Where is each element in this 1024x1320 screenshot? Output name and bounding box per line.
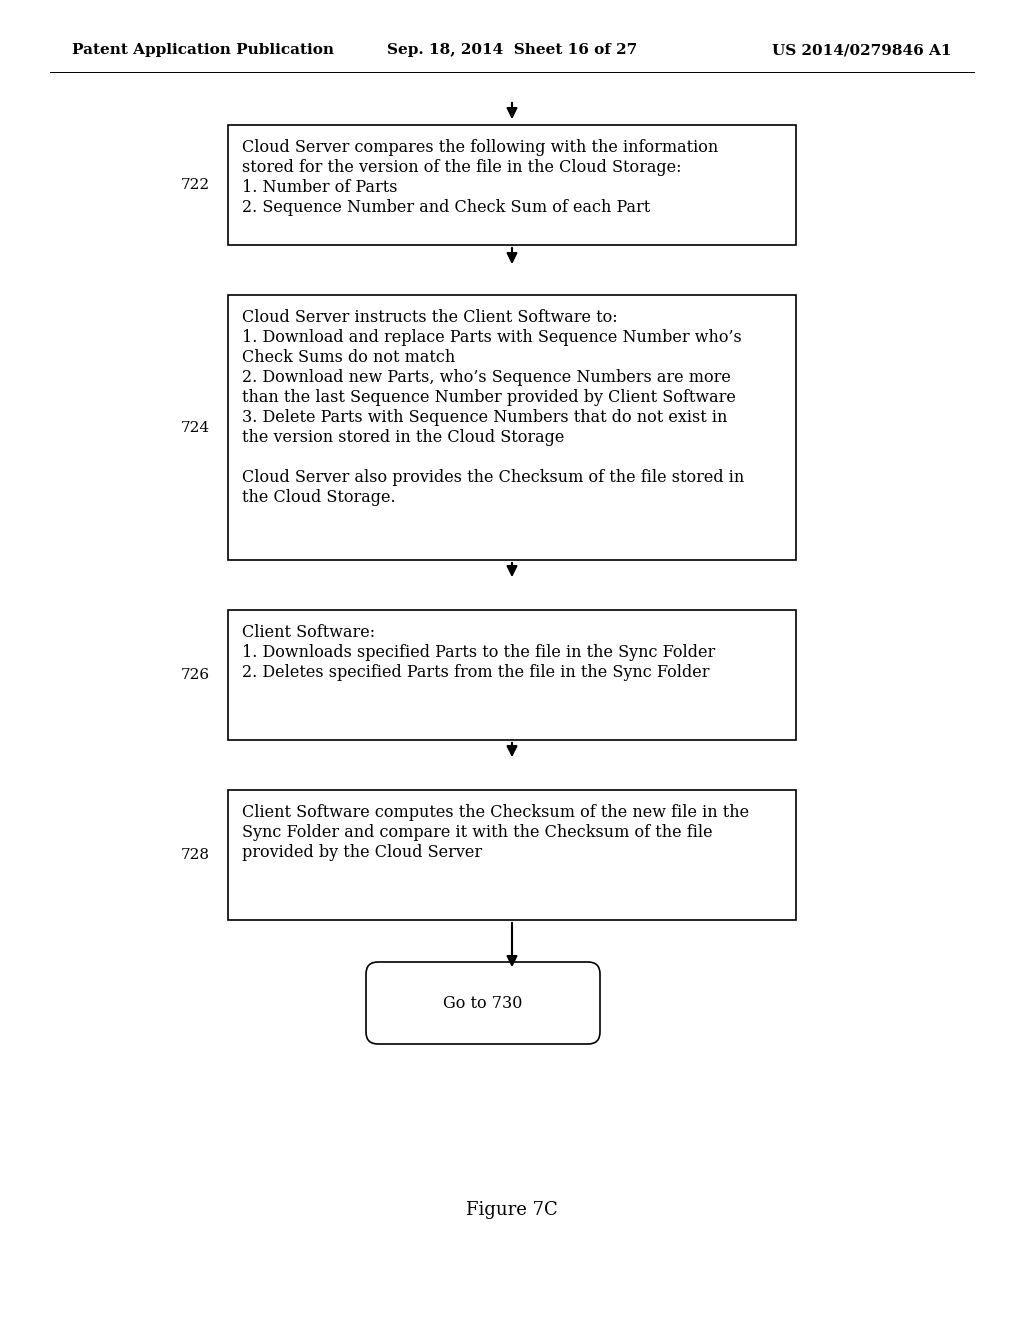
Text: Sep. 18, 2014  Sheet 16 of 27: Sep. 18, 2014 Sheet 16 of 27 (387, 44, 637, 57)
Text: the Cloud Storage.: the Cloud Storage. (242, 488, 395, 506)
Text: 1. Number of Parts: 1. Number of Parts (242, 180, 397, 195)
Text: provided by the Cloud Server: provided by the Cloud Server (242, 843, 482, 861)
Text: than the last Sequence Number provided by Client Software: than the last Sequence Number provided b… (242, 389, 736, 407)
FancyBboxPatch shape (366, 962, 600, 1044)
Text: 728: 728 (181, 847, 210, 862)
FancyBboxPatch shape (228, 789, 796, 920)
Text: Patent Application Publication: Patent Application Publication (72, 44, 334, 57)
Text: Check Sums do not match: Check Sums do not match (242, 348, 456, 366)
Text: 2. Sequence Number and Check Sum of each Part: 2. Sequence Number and Check Sum of each… (242, 199, 650, 216)
Text: 1. Downloads specified Parts to the file in the Sync Folder: 1. Downloads specified Parts to the file… (242, 644, 715, 661)
Text: Go to 730: Go to 730 (443, 994, 522, 1011)
FancyBboxPatch shape (228, 610, 796, 741)
Text: 726: 726 (181, 668, 210, 682)
Text: Cloud Server compares the following with the information: Cloud Server compares the following with… (242, 139, 718, 156)
Text: Cloud Server instructs the Client Software to:: Cloud Server instructs the Client Softwa… (242, 309, 617, 326)
Text: the version stored in the Cloud Storage: the version stored in the Cloud Storage (242, 429, 564, 446)
Text: 724: 724 (181, 421, 210, 434)
Text: Cloud Server also provides the Checksum of the file stored in: Cloud Server also provides the Checksum … (242, 469, 744, 486)
Text: Client Software:: Client Software: (242, 624, 375, 642)
Text: US 2014/0279846 A1: US 2014/0279846 A1 (772, 44, 952, 57)
FancyBboxPatch shape (228, 125, 796, 246)
Text: Figure 7C: Figure 7C (466, 1201, 558, 1218)
Text: 722: 722 (181, 178, 210, 191)
Text: 2. Download new Parts, who’s Sequence Numbers are more: 2. Download new Parts, who’s Sequence Nu… (242, 370, 731, 385)
Text: 3. Delete Parts with Sequence Numbers that do not exist in: 3. Delete Parts with Sequence Numbers th… (242, 409, 727, 426)
Text: 2. Deletes specified Parts from the file in the Sync Folder: 2. Deletes specified Parts from the file… (242, 664, 710, 681)
Text: Sync Folder and compare it with the Checksum of the file: Sync Folder and compare it with the Chec… (242, 824, 713, 841)
Text: Client Software computes the Checksum of the new file in the: Client Software computes the Checksum of… (242, 804, 750, 821)
Text: 1. Download and replace Parts with Sequence Number who’s: 1. Download and replace Parts with Seque… (242, 329, 741, 346)
Text: stored for the version of the file in the Cloud Storage:: stored for the version of the file in th… (242, 158, 682, 176)
FancyBboxPatch shape (228, 294, 796, 560)
